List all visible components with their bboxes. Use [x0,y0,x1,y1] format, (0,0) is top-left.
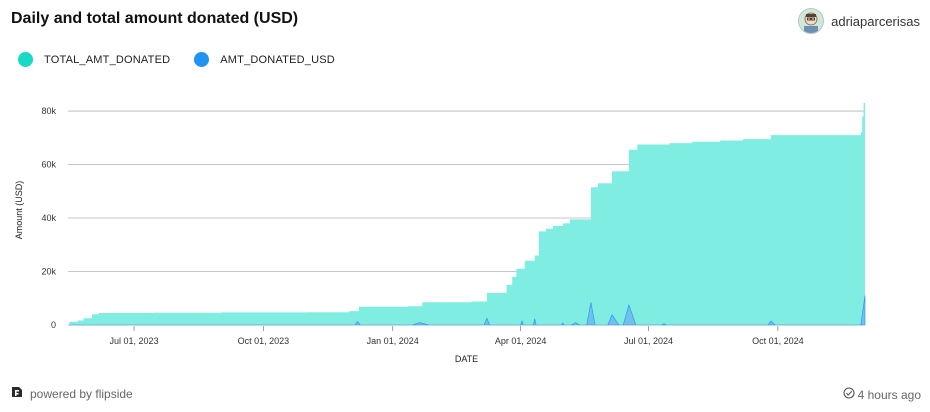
series-area-amt-donated-usd[interactable] [68,295,866,326]
legend-swatch-daily [194,52,210,67]
flipside-logo-icon [10,385,24,402]
y-axis-title: Amount (USD) [14,181,24,240]
chart-title: Daily and total amount donated (USD) [11,10,299,27]
user-avatar-icon[interactable] [798,8,825,34]
y-tick-label: 20k [41,267,56,277]
y-tick-label: 0 [51,320,56,330]
x-tick-label: Jul 01, 2024 [624,336,673,346]
chart-header: Daily and total amount donated (USD) adr… [0,0,930,42]
legend-item-total[interactable]: TOTAL_AMT_DONATED [18,52,170,67]
x-tick-label: Oct 01, 2023 [238,336,290,346]
x-axis-title: DATE [455,354,478,364]
y-tick-label: 80k [41,106,56,116]
x-tick-label: Apr 01, 2024 [495,336,547,346]
legend-swatch-total [18,52,33,67]
legend-label-daily: AMT_DONATED_USD [220,53,335,66]
series-area-total-amt-donated[interactable] [68,95,865,325]
powered-by-text[interactable]: powered by flipside [30,386,133,401]
updated-text: 4 hours ago [857,387,921,402]
chart-series [68,95,866,326]
legend-item-daily[interactable]: AMT_DONATED_USD [194,52,335,67]
y-tick-label: 40k [41,213,56,223]
user-profile[interactable]: adriaparcerisas [798,8,920,34]
chart-legend: TOTAL_AMT_DONATED AMT_DONATED_USD [18,52,335,67]
x-tick-label: Oct 01, 2024 [752,336,804,346]
legend-label-total: TOTAL_AMT_DONATED [44,53,171,66]
x-tick-label: Jul 01, 2023 [110,336,159,346]
username[interactable]: adriaparcerisas [831,13,920,29]
powered-by[interactable]: powered by flipside [10,385,133,402]
check-circle-icon [843,387,855,402]
y-tick-label: 60k [41,160,56,170]
x-tick-label: Jan 01, 2024 [367,336,419,346]
chart-axes: 0 20k 40k 60k 80k Jul 01, 2023 Oct 01, 2023 Jan… [14,106,865,364]
last-updated: 4 hours ago [843,387,921,402]
